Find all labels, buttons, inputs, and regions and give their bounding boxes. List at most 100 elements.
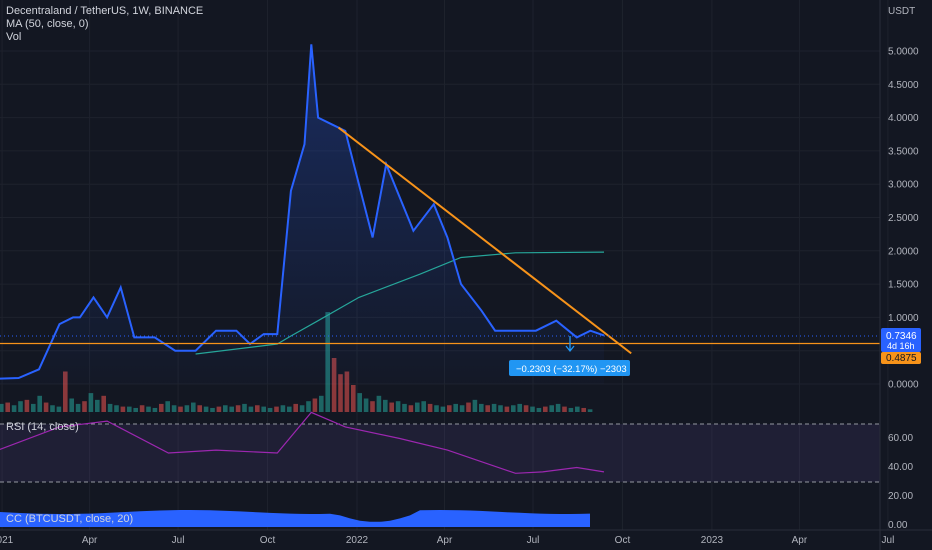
- cc-legend: CC (BTCUSDT, close, 20): [6, 513, 133, 525]
- price-tick-label: 3.0000: [888, 180, 919, 191]
- volume-bar: [178, 406, 183, 412]
- volume-bar: [107, 403, 113, 412]
- volume-bar: [479, 403, 484, 412]
- volume-bar: [338, 374, 343, 412]
- symbol-title[interactable]: Decentraland / TetherUS, 1W, BINANCE: [6, 5, 204, 17]
- volume-bar: [24, 399, 30, 412]
- volume-bar: [95, 399, 100, 412]
- last-price-value: 0.7346: [886, 331, 917, 342]
- price-tick-label: 1.5000: [888, 280, 919, 291]
- cc-tick: 0.00: [888, 520, 908, 531]
- volume-bar: [466, 402, 471, 412]
- volume-bar: [203, 406, 209, 412]
- volume-bar: [453, 403, 458, 412]
- volume-bar: [184, 405, 190, 412]
- volume-bar: [395, 401, 401, 412]
- volume-bar: [0, 403, 4, 412]
- volume-bar: [402, 403, 407, 412]
- volume-bar: [223, 405, 228, 412]
- volume-bar: [267, 407, 273, 412]
- volume-bar: [543, 406, 548, 412]
- volume-bar: [120, 406, 126, 412]
- rsi-legend: RSI (14, close): [6, 421, 79, 433]
- chart-legend: Decentraland / TetherUS, 1W, BINANCE MA …: [6, 5, 203, 44]
- trend-line[interactable]: [337, 126, 632, 355]
- volume-bar: [146, 406, 151, 412]
- volume-bar: [5, 402, 10, 412]
- volume-bar: [299, 405, 305, 412]
- volume-bar: [485, 405, 490, 412]
- volume-bar: [587, 409, 593, 412]
- volume-bar: [235, 405, 241, 412]
- volume-bar: [408, 405, 414, 412]
- currency-label: USDT: [888, 6, 915, 17]
- price-tick-label: 1.0000: [888, 313, 919, 324]
- volume-bar: [216, 406, 222, 412]
- rsi-tick: 40.00: [888, 462, 913, 473]
- volume-bar: [88, 393, 94, 412]
- volume-bar: [517, 403, 522, 412]
- time-tick-label: Apr: [437, 535, 453, 546]
- volume-bar: [31, 403, 36, 412]
- volume-bar: [69, 398, 74, 412]
- volume-bar: [498, 405, 503, 412]
- ma-legend[interactable]: MA (50, close, 0): [6, 18, 89, 30]
- volume-bar: [562, 406, 567, 412]
- volume-bar: [280, 405, 286, 412]
- vol-legend[interactable]: Vol: [6, 31, 22, 43]
- volume-bar: [255, 405, 260, 412]
- rsi-tick: 60.00: [888, 433, 913, 444]
- volume-bar: [229, 406, 234, 412]
- volume-bar: [440, 406, 446, 412]
- hline-price-tag: [881, 352, 921, 364]
- volume-bar: [127, 406, 132, 412]
- volume-bar: [242, 403, 247, 412]
- measure-label: −0.2303 (−32.17%) −2303: [516, 364, 627, 375]
- time-tick-label: 2021: [0, 535, 14, 546]
- volume-bar: [549, 405, 554, 412]
- volume-bar: [523, 405, 529, 412]
- volume-bar: [306, 401, 311, 412]
- time-axis[interactable]: 2021 Apr Jul Oct 2022 Apr Jul Oct 2023 Apr Jul: [0, 535, 894, 546]
- time-tick-label: Apr: [82, 535, 98, 546]
- volume-bar: [114, 405, 119, 412]
- volume-bar: [191, 402, 196, 412]
- volume-bar: [43, 402, 49, 412]
- price-line: [0, 44, 605, 380]
- volume-bar: [472, 399, 478, 412]
- measure-tag: [509, 360, 630, 376]
- volume-bar: [491, 403, 497, 412]
- volume-bar: [376, 395, 382, 412]
- volume-bar: [389, 402, 394, 412]
- volume-bar: [421, 401, 426, 412]
- volume-bar: [210, 407, 215, 412]
- price-tick-label: 4.5000: [888, 80, 919, 91]
- volume-bar: [261, 406, 266, 412]
- volume-bar: [152, 407, 158, 412]
- volume-bar: [82, 401, 87, 412]
- volume-bar: [575, 406, 580, 412]
- volume-bar: [370, 401, 375, 412]
- time-tick-label: Oct: [260, 535, 276, 546]
- volume-bar: [427, 403, 433, 412]
- volume-bar: [248, 406, 254, 412]
- last-price-tag: [881, 328, 921, 352]
- volume-bar: [312, 398, 318, 412]
- volume-bar: [197, 405, 202, 412]
- volume-bar: [331, 358, 337, 412]
- volume-bar: [56, 406, 62, 412]
- time-tick-label: Oct: [615, 535, 631, 546]
- volume-bar: [18, 401, 23, 412]
- price-tick-label: 5.0000: [888, 47, 919, 58]
- price-tick-label: 0.0000: [888, 380, 919, 391]
- volume-bar: [75, 403, 81, 412]
- price-tick-label: 2.0000: [888, 246, 919, 257]
- volume-bar: [165, 401, 170, 412]
- volume-bar: [536, 407, 542, 412]
- price-tick-label: 4.0000: [888, 113, 919, 124]
- rsi-tick: 20.00: [888, 491, 913, 502]
- volume-bar: [357, 393, 362, 412]
- measure-arrow-icon: [565, 336, 575, 353]
- volume-bar: [447, 405, 452, 412]
